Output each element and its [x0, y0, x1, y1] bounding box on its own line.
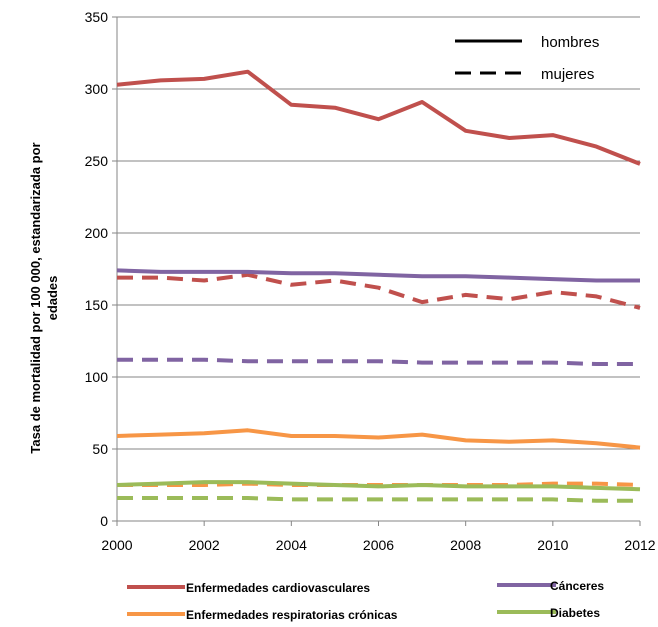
y-tick-label: 50 — [92, 441, 108, 457]
series-lines — [116, 69, 641, 503]
x-tick-label: 2000 — [101, 537, 132, 553]
series-line-7 — [117, 496, 640, 503]
x-tick-label: 2010 — [537, 537, 568, 553]
y-tick-label: 0 — [100, 513, 108, 529]
series-line-1 — [117, 272, 641, 310]
legend-label: Enfermedades respiratorias crónicas — [186, 608, 398, 622]
y-tick-labels: 0 50 100 150 200 250 300 350 — [85, 9, 109, 529]
y-tick-label: 150 — [85, 297, 109, 313]
x-tick-label: 2002 — [189, 537, 220, 553]
series-line-6 — [116, 480, 641, 492]
y-tick-label: 100 — [85, 369, 109, 385]
style-legend-label: mujeres — [541, 66, 594, 83]
y-tick-label: 300 — [85, 81, 109, 97]
grid-lines — [117, 16, 640, 450]
x-tick-label: 2012 — [624, 537, 655, 553]
legend-label: Enfermedades cardiovasculares — [186, 581, 370, 595]
series-line-3 — [117, 357, 640, 366]
x-tick-label: 2004 — [276, 537, 307, 553]
y-tick-label: 200 — [85, 225, 109, 241]
series-line-0 — [116, 69, 641, 166]
legend-label: Cánceres — [550, 579, 604, 593]
x-tick-label: 2006 — [363, 537, 394, 553]
axes — [112, 16, 641, 526]
series-line-4 — [116, 428, 641, 450]
y-axis-label-line1: Tasa de mortalidad por 100 000, estandar… — [28, 142, 43, 453]
series-line-2 — [116, 268, 640, 283]
line-style-legend: hombres mujeres — [455, 34, 599, 83]
y-axis-label-line2: edades — [45, 276, 60, 321]
x-tick-label: 2008 — [450, 537, 481, 553]
series-legend: Enfermedades cardiovasculares Cánceres Enf… — [127, 579, 604, 622]
x-tick-labels: 2000 2002 2004 2006 2008 2010 2012 — [101, 537, 655, 553]
y-tick-label: 350 — [85, 9, 109, 25]
style-legend-label: hombres — [541, 34, 599, 51]
y-tick-label: 250 — [85, 153, 109, 169]
legend-label: Diabetes — [550, 606, 600, 620]
